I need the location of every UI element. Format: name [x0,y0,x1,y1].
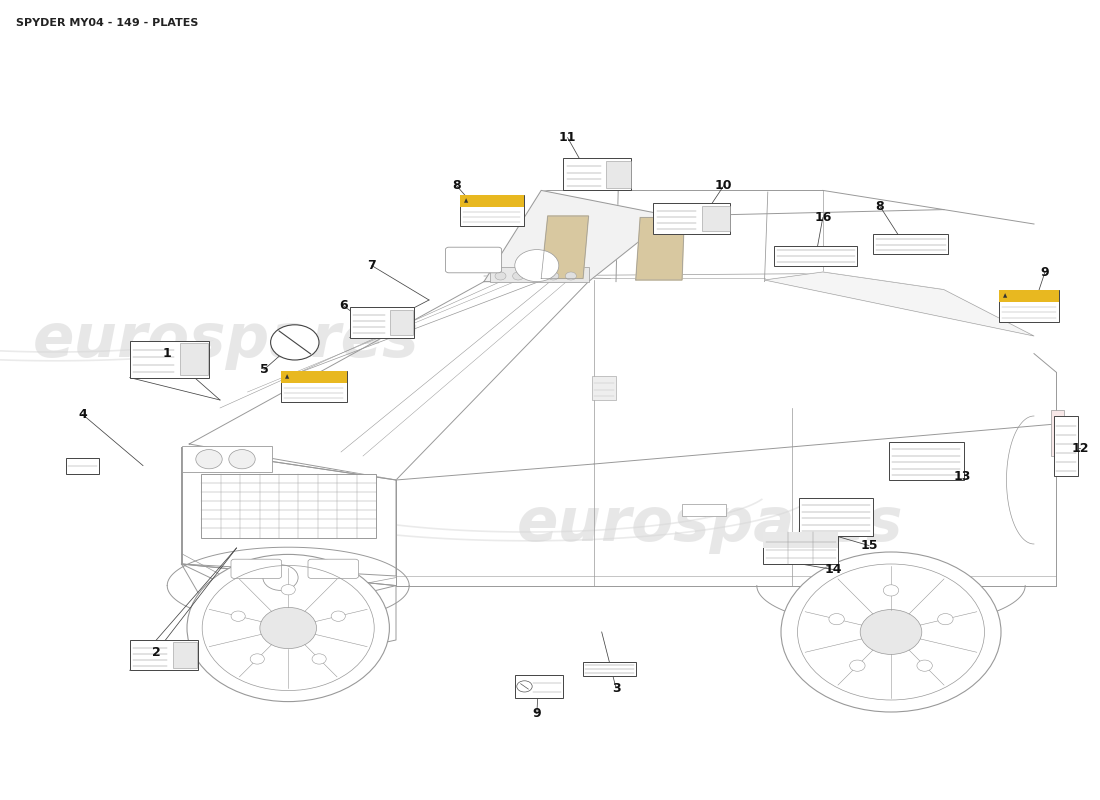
Text: 7: 7 [367,259,376,272]
Bar [889,442,964,480]
Text: eurospares: eurospares [517,494,903,554]
Bar [490,267,588,282]
Circle shape [231,611,245,622]
Bar [130,341,209,378]
Circle shape [565,272,576,280]
Text: 13: 13 [954,470,971,482]
Text: ▲: ▲ [464,198,469,203]
Bar [1054,416,1078,476]
Bar [563,158,631,190]
Bar [280,371,346,382]
Polygon shape [764,272,1034,336]
Circle shape [829,614,845,625]
Bar [774,246,857,266]
Text: 14: 14 [825,563,843,576]
Text: 8: 8 [876,200,884,213]
Text: 9: 9 [532,707,541,720]
FancyBboxPatch shape [231,559,282,578]
Bar [592,376,616,400]
Circle shape [517,681,532,692]
Circle shape [548,272,559,280]
Bar [515,675,563,698]
Bar [350,307,414,338]
Circle shape [263,565,298,590]
Bar [173,642,198,668]
Text: SPYDER MY04 - 149 - PLATES: SPYDER MY04 - 149 - PLATES [16,18,199,27]
Circle shape [530,272,541,280]
Circle shape [250,654,264,664]
Bar [682,504,726,516]
Polygon shape [182,564,396,658]
Bar [763,532,838,564]
Text: 16: 16 [814,211,832,224]
Circle shape [917,660,933,671]
Text: 8: 8 [452,179,461,192]
Circle shape [495,272,506,280]
Polygon shape [541,216,589,278]
Bar [653,203,730,234]
Circle shape [937,614,953,625]
Circle shape [331,611,345,622]
Bar [390,310,414,335]
Bar [1050,410,1064,456]
Text: 3: 3 [612,682,620,694]
Circle shape [187,554,389,702]
Bar [999,290,1059,302]
Text: 6: 6 [339,299,348,312]
Text: ▲: ▲ [1003,293,1006,298]
Circle shape [271,325,319,360]
Circle shape [282,585,295,595]
FancyBboxPatch shape [446,247,502,273]
Bar [873,234,948,254]
Text: 1: 1 [163,347,172,360]
Bar [763,532,838,548]
Polygon shape [182,448,396,576]
Circle shape [229,450,255,469]
Polygon shape [189,282,588,480]
Text: 11: 11 [559,131,576,144]
Circle shape [849,660,865,671]
Text: eurospares: eurospares [33,310,419,370]
Circle shape [513,272,524,280]
Text: 12: 12 [1071,442,1089,454]
Bar [460,195,524,226]
Text: 4: 4 [78,408,87,421]
Bar [182,446,272,472]
Text: 5: 5 [260,363,268,376]
Bar [460,195,524,206]
Text: 15: 15 [860,539,878,552]
Bar [201,474,376,538]
Bar [702,206,729,231]
Circle shape [781,552,1001,712]
Circle shape [860,610,922,654]
Circle shape [196,450,222,469]
Circle shape [515,250,559,282]
Bar [130,640,198,670]
Bar [583,662,636,676]
Bar [799,498,873,536]
Text: 9: 9 [1041,266,1049,278]
Bar [66,458,99,474]
Polygon shape [484,190,671,282]
Text: ▲: ▲ [285,374,289,379]
Polygon shape [148,270,1056,486]
Polygon shape [636,218,684,280]
Circle shape [260,607,317,649]
Bar [606,161,631,188]
Bar [999,290,1059,322]
Circle shape [312,654,327,664]
Circle shape [883,585,899,596]
Bar [280,371,346,402]
Text: 2: 2 [152,646,161,658]
Text: 10: 10 [715,179,733,192]
Bar [179,343,208,375]
FancyBboxPatch shape [308,559,359,578]
